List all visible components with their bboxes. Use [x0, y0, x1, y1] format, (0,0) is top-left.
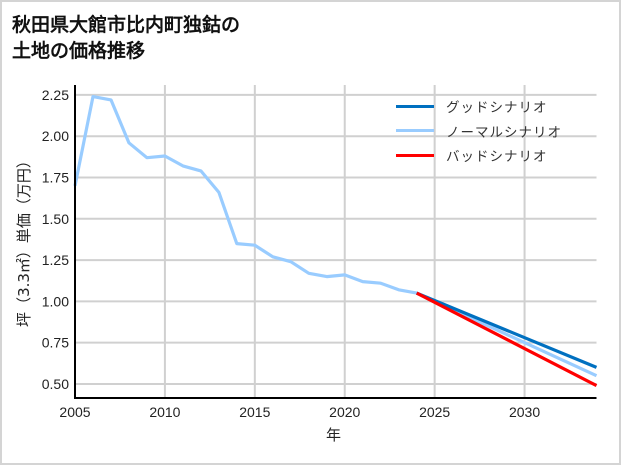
chart-title: 秋田県大館市比内町独鈷の 土地の価格推移: [12, 14, 241, 62]
y-tick-label: 0.50: [42, 376, 69, 392]
x-tick-label: 2010: [149, 404, 180, 420]
x-tick-label: 2005: [59, 404, 90, 420]
y-tick-label: 2.25: [42, 87, 69, 103]
x-tick-label: 2025: [419, 404, 450, 420]
legend-swatch-bad: [396, 153, 434, 157]
y-tick-label: 1.75: [42, 169, 69, 185]
y-tick-label: 1.50: [42, 211, 69, 227]
legend-item-normal: ノーマルシナリオ: [396, 119, 562, 144]
legend-label: バッドシナリオ: [446, 149, 548, 166]
legend-item-bad: バッドシナリオ: [396, 143, 562, 168]
y-tick-label: 1.25: [42, 252, 69, 268]
legend-label: ノーマルシナリオ: [446, 124, 562, 141]
x-axis-label: 年: [326, 426, 342, 444]
y-tick-label: 0.75: [42, 335, 69, 351]
legend-swatch-good: [396, 104, 434, 108]
legend-item-good: グッドシナリオ: [396, 94, 562, 119]
series-line: [416, 291, 598, 369]
x-tick-label: 2030: [509, 404, 540, 420]
x-tick-label: 2020: [329, 404, 360, 420]
legend-label: グッドシナリオ: [446, 100, 548, 117]
legend-swatch-normal: [396, 129, 434, 133]
y-tick-label: 1.00: [42, 293, 69, 309]
y-tick-label: 2.00: [42, 128, 69, 144]
x-tick-label: 2015: [239, 404, 270, 420]
legend: グッドシナリオ ノーマルシナリオ バッドシナリオ: [396, 94, 562, 168]
series-line: [73, 94, 598, 378]
series-line: [415, 291, 598, 388]
